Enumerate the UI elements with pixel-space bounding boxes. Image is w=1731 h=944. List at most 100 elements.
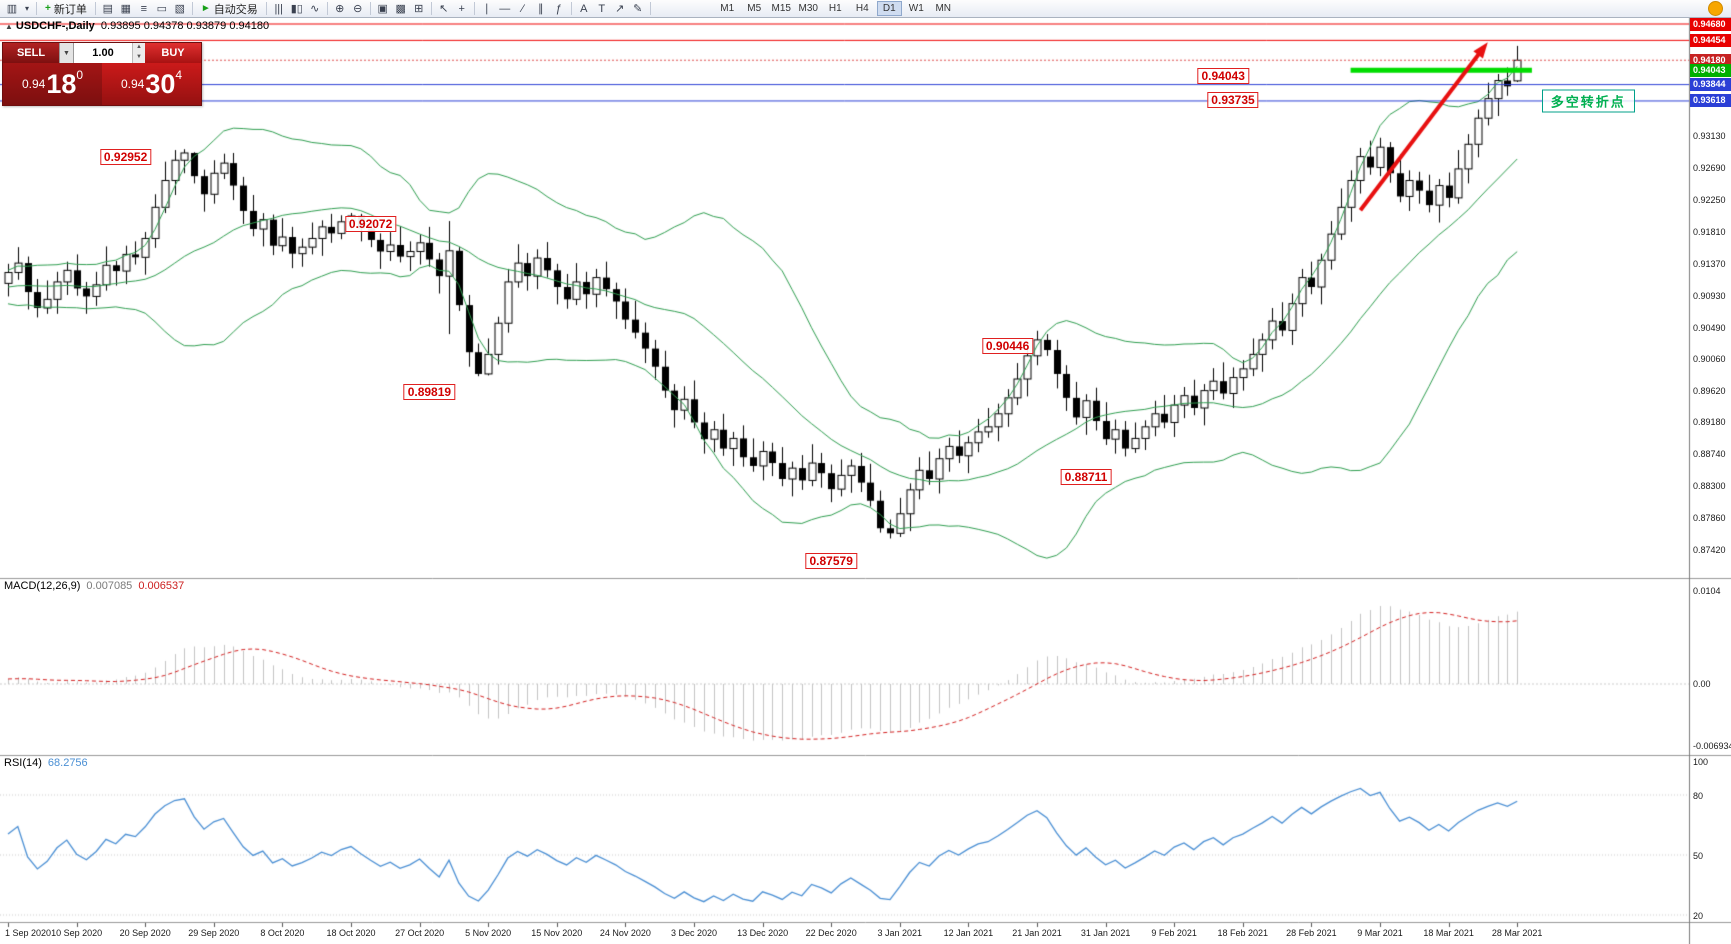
price-axis-label: 0.87860 [1693,513,1726,524]
date-axis-label: 3 Dec 2020 [670,928,718,938]
date-axis-label: 28 Feb 2021 [1286,928,1337,938]
zoom-out-icon[interactable]: ⊖ [353,2,363,15]
rsi-axis-label: 100 [1693,757,1709,767]
sell-price[interactable]: 0.94 18 0 [3,63,102,105]
date-axis[interactable]: 1 Sep 2020 10 Sep 2020 20 Sep 2020 29 Sep 2… [0,923,1689,944]
vertical-line-icon[interactable]: ∣ [484,2,490,15]
autotrading-label: 自动交易 [213,3,258,16]
strategy-tester-icon[interactable]: ▧ [174,2,186,15]
price-axis-marker: 0.94454 [1690,33,1731,47]
rsi-axis-label: 20 [1693,911,1704,921]
buy-price-big: 30 [145,69,176,99]
date-axis-label: 12 Jan 2021 [943,928,994,938]
toolbar-separator [36,2,37,15]
toolbar-separator [265,2,267,15]
chart-canvas[interactable] [0,18,1731,944]
new-order-button[interactable]: + 新订单 [40,1,92,17]
buy-price-sup: 4 [175,68,183,82]
navigator-icon[interactable]: ≡ [140,2,148,15]
date-axis-label: 9 Feb 2021 [1151,928,1197,938]
market-watch-icon[interactable]: ▤ [102,2,114,15]
macd-main-value: 0.007085 [86,580,133,592]
timeframe-w1[interactable]: W1 [908,3,924,14]
toolbar-separator [473,2,475,15]
macd-label: MACD(12,26,9) [4,580,81,592]
price-axis-label: 0.91810 [1693,226,1726,237]
new-order-icon: + [45,3,51,14]
timeframe-h1[interactable]: H1 [828,3,842,14]
new-order-label: 新订单 [53,3,87,16]
timeframe-h4[interactable]: H4 [855,3,869,14]
draw-icon[interactable]: ✎ [633,2,643,15]
price-axis-label: 0.87420 [1693,545,1726,555]
sell-price-base: 0.94 [21,77,46,91]
horizontal-line-icon[interactable]: ― [499,2,511,15]
volume-down-icon[interactable]: ▼ [133,53,145,63]
date-axis-label: 8 Oct 2020 [260,928,305,938]
arrange-windows-icon[interactable]: ⊞ [414,2,424,15]
line-chart-mode-icon[interactable]: ∿ [310,2,320,15]
price-axis-label: 0.92250 [1693,195,1726,206]
volume-mode-dropdown[interactable]: ▼ [59,43,74,63]
zoom-in-icon[interactable]: ⊕ [335,2,345,15]
volume-up-icon[interactable]: ▲ [133,43,145,53]
timeframe-m5[interactable]: M5 [747,3,762,14]
price-axis[interactable]: 0.93130 0.92690 0.92250 0.91810 0.91370 0.909… [1690,18,1731,944]
data-window-icon[interactable]: ▦ [120,2,132,15]
text-icon[interactable]: A [580,2,588,15]
sell-button[interactable]: SELL [3,43,59,63]
candlestick-mode-icon[interactable]: ▮▯ [290,2,303,15]
main-toolbar: ▥ ▾ + 新订单 ▤ ▦ ≡ ▭ ▧ ► 自动交易 ||| ▮▯ ∿ ⊕ ⊖ ▣ ▩ ⊞ ↖ + ∣ ― ∕ ∥ ƒ A T ↗ ✎ M1… [0,0,1731,18]
date-axis-label: 18 Feb 2021 [1217,928,1269,938]
cursor-icon[interactable]: ↖ [439,2,449,15]
volume-input[interactable]: 1.00 [92,47,114,59]
timeframe-d1[interactable]: D1 [876,1,902,16]
date-axis-label: 10 Sep 2020 [51,928,103,938]
toolbar-separator [94,2,96,15]
equidistant-channel-icon[interactable]: ∥ [538,2,544,15]
price-axis-label: 0.92690 [1693,163,1726,174]
chart-symbol-icon: ▲ [5,22,13,31]
date-axis-label: 21 Jan 2021 [1012,928,1062,938]
timeframe-group: M1 M5 M15 M30 H1 H4 D1 W1 MN [714,1,957,16]
price-axis-label: 0.90490 [1693,322,1726,333]
date-axis-label: 29 Sep 2020 [188,928,240,938]
price-axis-marker: 0.93618 [1690,94,1731,108]
sell-price-sup: 0 [76,68,84,82]
price-axis-label: 0.90060 [1693,353,1726,364]
date-axis-label: 3 Jan 2021 [877,928,923,938]
date-axis-label: 9 Mar 2021 [1357,928,1403,938]
timeframe-m1[interactable]: M1 [720,3,735,14]
buy-button[interactable]: BUY [145,43,201,63]
trendline-icon[interactable]: ∕ [521,2,524,15]
price-axis-marker: 0.94180 [1690,53,1731,67]
date-axis-label: 31 Jan 2021 [1080,928,1131,938]
cascade-windows-icon[interactable]: ▩ [395,2,406,15]
rsi-value: 68.2756 [47,757,88,769]
toolbar-separator [326,2,328,15]
tile-windows-icon[interactable]: ▣ [377,2,388,15]
bar-chart-mode-icon[interactable]: ||| [274,2,284,15]
crosshair-icon[interactable]: + [458,2,465,15]
autotrading-button[interactable]: ► 自动交易 [196,1,263,17]
community-icon[interactable] [1708,1,1723,16]
new-chart-icon[interactable]: ▥ [6,2,18,15]
price-axis-label: 0.91370 [1693,258,1726,269]
buy-price[interactable]: 0.94 30 4 [102,63,201,105]
chart-title: ▲ USDCHF-,Daily 0.93895 0.94378 0.93879 0… [5,20,269,32]
profiles-dropdown-icon[interactable]: ▾ [24,3,29,13]
timeframe-m30[interactable]: M30 [798,3,818,14]
date-axis-label: 27 Oct 2020 [395,928,445,938]
ohlc-readout: 0.93895 0.94378 0.93879 0.94180 [100,20,270,32]
price-axis-label: 0.88300 [1693,481,1726,492]
toolbar-separator [570,2,572,15]
terminal-icon[interactable]: ▭ [156,2,168,15]
timeframe-m15[interactable]: M15 [771,3,791,14]
date-axis-label: 22 Dec 2020 [805,928,857,938]
rsi-axis-label: 80 [1693,791,1704,801]
buy-price-base: 0.94 [120,77,145,91]
text-label-icon[interactable]: T [598,2,606,15]
fibonacci-icon[interactable]: ƒ [555,2,562,15]
timeframe-mn[interactable]: MN [935,3,952,14]
arrows-tool-icon[interactable]: ↗ [615,2,625,15]
